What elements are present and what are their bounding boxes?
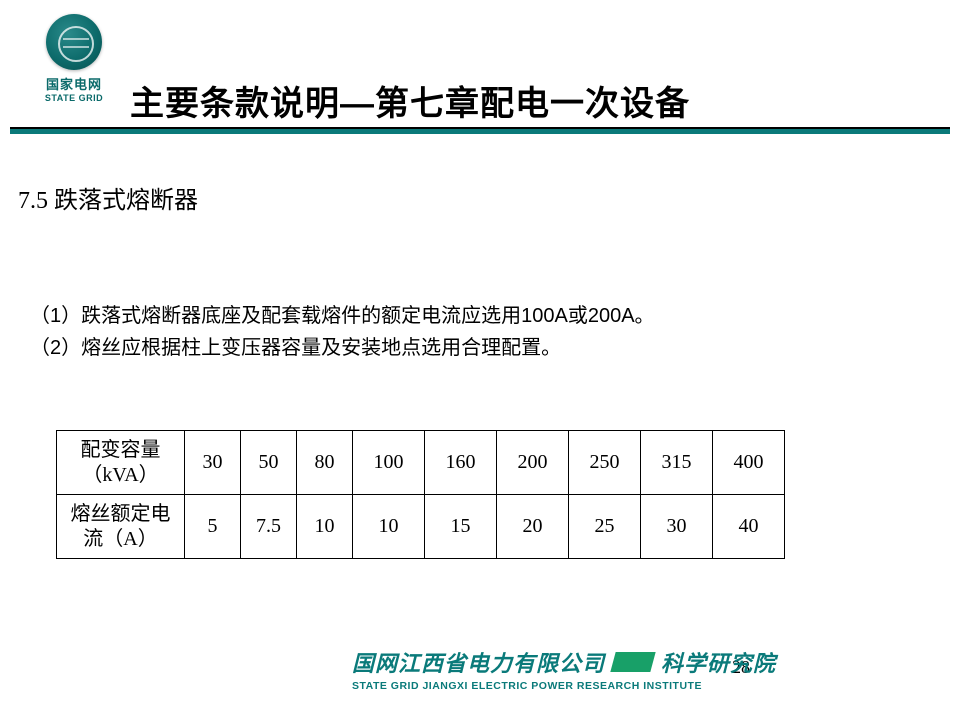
cell-fuse: 10: [297, 495, 353, 559]
logo-globe-icon: [46, 14, 102, 70]
row-head-fuse-l2: 流（A）: [83, 528, 157, 550]
cell-fuse: 25: [569, 495, 641, 559]
cell-fuse: 15: [425, 495, 497, 559]
footer-cn: 国网江西省电力有限公司 科学研究院: [352, 646, 948, 678]
cell-fuse: 20: [497, 495, 569, 559]
logo-text-cn: 国家电网: [36, 74, 112, 93]
logo-text-en: STATE GRID: [36, 93, 112, 103]
footer-green-bar-icon: [610, 652, 655, 672]
footer-en: STATE GRID JIANGXI ELECTRIC POWER RESEAR…: [352, 680, 948, 692]
logo: 国家电网 STATE GRID: [36, 14, 112, 103]
cell-kva: 315: [641, 431, 713, 495]
footer-org: 国网江西省电力有限公司 科学研究院 STATE GRID JIANGXI ELE…: [352, 646, 948, 692]
title-underline-teal: [10, 129, 950, 134]
row-head-fuse-l1: 熔丝额定电: [71, 503, 171, 525]
body-line-1: （1）跌落式熔断器底座及配套载熔件的额定电流应选用100A或200A。: [30, 300, 930, 332]
cell-fuse: 10: [353, 495, 425, 559]
cell-kva: 100: [353, 431, 425, 495]
cell-kva: 160: [425, 431, 497, 495]
cell-fuse: 40: [713, 495, 785, 559]
cell-kva: 200: [497, 431, 569, 495]
slide-title: 主要条款说明—第七章配电一次设备: [130, 76, 942, 125]
footer-cn-left: 国网江西省电力有限公司: [352, 646, 605, 678]
table-row: 配变容量 （kVA） 30 50 80 100 160 200 250 315 …: [57, 431, 785, 495]
cell-kva: 30: [185, 431, 241, 495]
table-row: 熔丝额定电 流（A） 5 7.5 10 10 15 20 25 30 40: [57, 495, 785, 559]
row-head-kva-l1: 配变容量: [81, 439, 161, 461]
cell-fuse: 7.5: [241, 495, 297, 559]
cell-fuse: 30: [641, 495, 713, 559]
cell-kva: 400: [713, 431, 785, 495]
cell-fuse: 5: [185, 495, 241, 559]
cell-kva: 50: [241, 431, 297, 495]
cell-kva: 80: [297, 431, 353, 495]
row-head-kva: 配变容量 （kVA）: [57, 431, 185, 495]
footer-cn-right: 科学研究院: [661, 646, 776, 678]
fuse-rating-table: 配变容量 （kVA） 30 50 80 100 160 200 250 315 …: [56, 430, 785, 559]
body-line-2: （2）熔丝应根据柱上变压器容量及安装地点选用合理配置。: [30, 332, 930, 364]
row-head-kva-l2: （kVA）: [82, 464, 158, 486]
section-heading: 7.5 跌落式熔断器: [18, 180, 198, 215]
cell-kva: 250: [569, 431, 641, 495]
body-text: （1）跌落式熔断器底座及配套载熔件的额定电流应选用100A或200A。 （2）熔…: [30, 300, 930, 364]
row-head-fuse: 熔丝额定电 流（A）: [57, 495, 185, 559]
